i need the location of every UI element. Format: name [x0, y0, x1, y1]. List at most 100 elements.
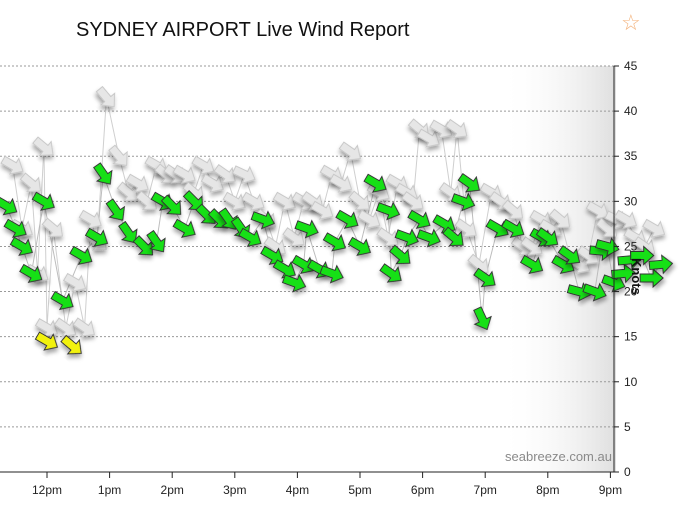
wind-arrow [501, 199, 524, 220]
wind-arrow [19, 263, 43, 284]
wind-arrow [585, 200, 609, 220]
x-tick-label: 3pm [223, 483, 246, 497]
wind-arrow [19, 172, 42, 193]
wind-arrow [32, 136, 54, 156]
wind-arrow [132, 235, 154, 256]
x-tick-label: 1pm [98, 483, 121, 497]
wind-arrow [376, 227, 399, 247]
y-tick-label: 15 [624, 330, 638, 344]
wind-arrow [473, 306, 492, 331]
wind-arrow [3, 218, 27, 238]
wind-arrow [630, 245, 655, 266]
wind-arrow [322, 232, 346, 252]
wind-arrow [394, 228, 419, 248]
wind-arrow [407, 209, 431, 229]
wind-arrow [294, 219, 319, 239]
wind-arrow [401, 191, 424, 211]
wind-arrow [329, 173, 353, 193]
x-tick-label: 4pm [286, 483, 309, 497]
wind-arrow [319, 264, 344, 284]
y-tick-label: 10 [624, 375, 638, 389]
y-tick-label: 35 [624, 149, 638, 163]
wind-arrow [53, 317, 77, 337]
x-tick-label: 12pm [32, 483, 62, 497]
wind-arrow [250, 210, 275, 230]
wind-arrow [445, 118, 468, 139]
wind-arrow [50, 290, 74, 311]
wind-arrow [118, 220, 138, 244]
wind-arrow [338, 141, 362, 161]
y-tick-label: 0 [624, 465, 631, 479]
wind-arrow [457, 173, 480, 193]
wind-arrow [648, 254, 674, 275]
wind-arrow [416, 228, 441, 248]
wind-arrow [501, 218, 525, 238]
wind-arrow [95, 85, 116, 108]
wind-arrow [93, 162, 113, 185]
wind-arrow [442, 226, 464, 247]
wind-arrow [200, 173, 224, 193]
y-tick-label: 45 [624, 59, 638, 73]
wind-arrow [642, 218, 666, 238]
wind-arrow [535, 227, 559, 247]
y-tick-label: 20 [624, 285, 638, 299]
wind-arrow [60, 334, 82, 355]
wind-arrow [557, 245, 581, 265]
wind-arrow [520, 236, 543, 256]
wind-arrow [69, 245, 93, 265]
star-outline-icon[interactable]: ☆ [621, 10, 641, 35]
x-tick-label: 9pm [599, 483, 622, 497]
x-tick-label: 6pm [411, 483, 434, 497]
wind-arrow [613, 209, 638, 229]
wind-arrow [41, 217, 64, 238]
wind-arrow [116, 181, 139, 202]
y-axis-label: Knots [629, 258, 644, 295]
wind-arrow [125, 173, 149, 193]
wind-arrow [172, 218, 196, 238]
x-tick-label: 8pm [536, 483, 559, 497]
x-tick-label: 2pm [161, 483, 184, 497]
wind-arrow [241, 191, 265, 211]
wind-arrow [238, 227, 262, 247]
wind-arrow [582, 282, 607, 302]
wind-arrow [222, 191, 246, 211]
wind-arrow [31, 191, 55, 211]
wind-arrow [0, 196, 18, 216]
wind-arrow [601, 273, 626, 293]
wind-arrow [160, 194, 182, 215]
axis-layer: 0 5 10 15 20 25 30 35 40 45 12pm 1pm 2pm 3pm 4pm 5pm 6pm… [0, 59, 638, 497]
wind-arrow [450, 192, 476, 212]
wind-arrow [272, 191, 296, 211]
wind-arrow [375, 201, 401, 221]
wind-arrow [146, 229, 166, 253]
wind-arrow [348, 190, 370, 211]
wind-arrows-layer [0, 162, 674, 355]
wind-arrow [282, 227, 305, 247]
wind-arrow [231, 165, 256, 185]
watermark: seabreeze.com.au [505, 449, 612, 464]
wind-arrow [291, 254, 315, 275]
wind-arrow [213, 163, 236, 184]
wind-arrow [363, 173, 387, 193]
wind-arrow [595, 217, 618, 238]
y-tick-label: 40 [624, 104, 638, 118]
wind-arrow [473, 267, 496, 288]
x-tick-label: 5pm [348, 483, 371, 497]
wind-arrow [335, 209, 359, 229]
wind-arrow [594, 237, 620, 257]
evening-shade [500, 66, 616, 472]
wind-arrow [454, 218, 477, 238]
y-tick-label: 30 [624, 194, 638, 208]
wind-arrow [639, 267, 664, 289]
wind-arrow [34, 317, 59, 338]
wind-arrow [416, 128, 440, 148]
wind-arrow [72, 317, 96, 337]
wind-arrow [9, 236, 33, 256]
wind-arrow [357, 209, 381, 229]
wind-arrow [62, 272, 87, 293]
y-tick-label: 25 [624, 239, 638, 253]
wind-arrow [34, 331, 59, 351]
wind-arrow [519, 254, 544, 275]
